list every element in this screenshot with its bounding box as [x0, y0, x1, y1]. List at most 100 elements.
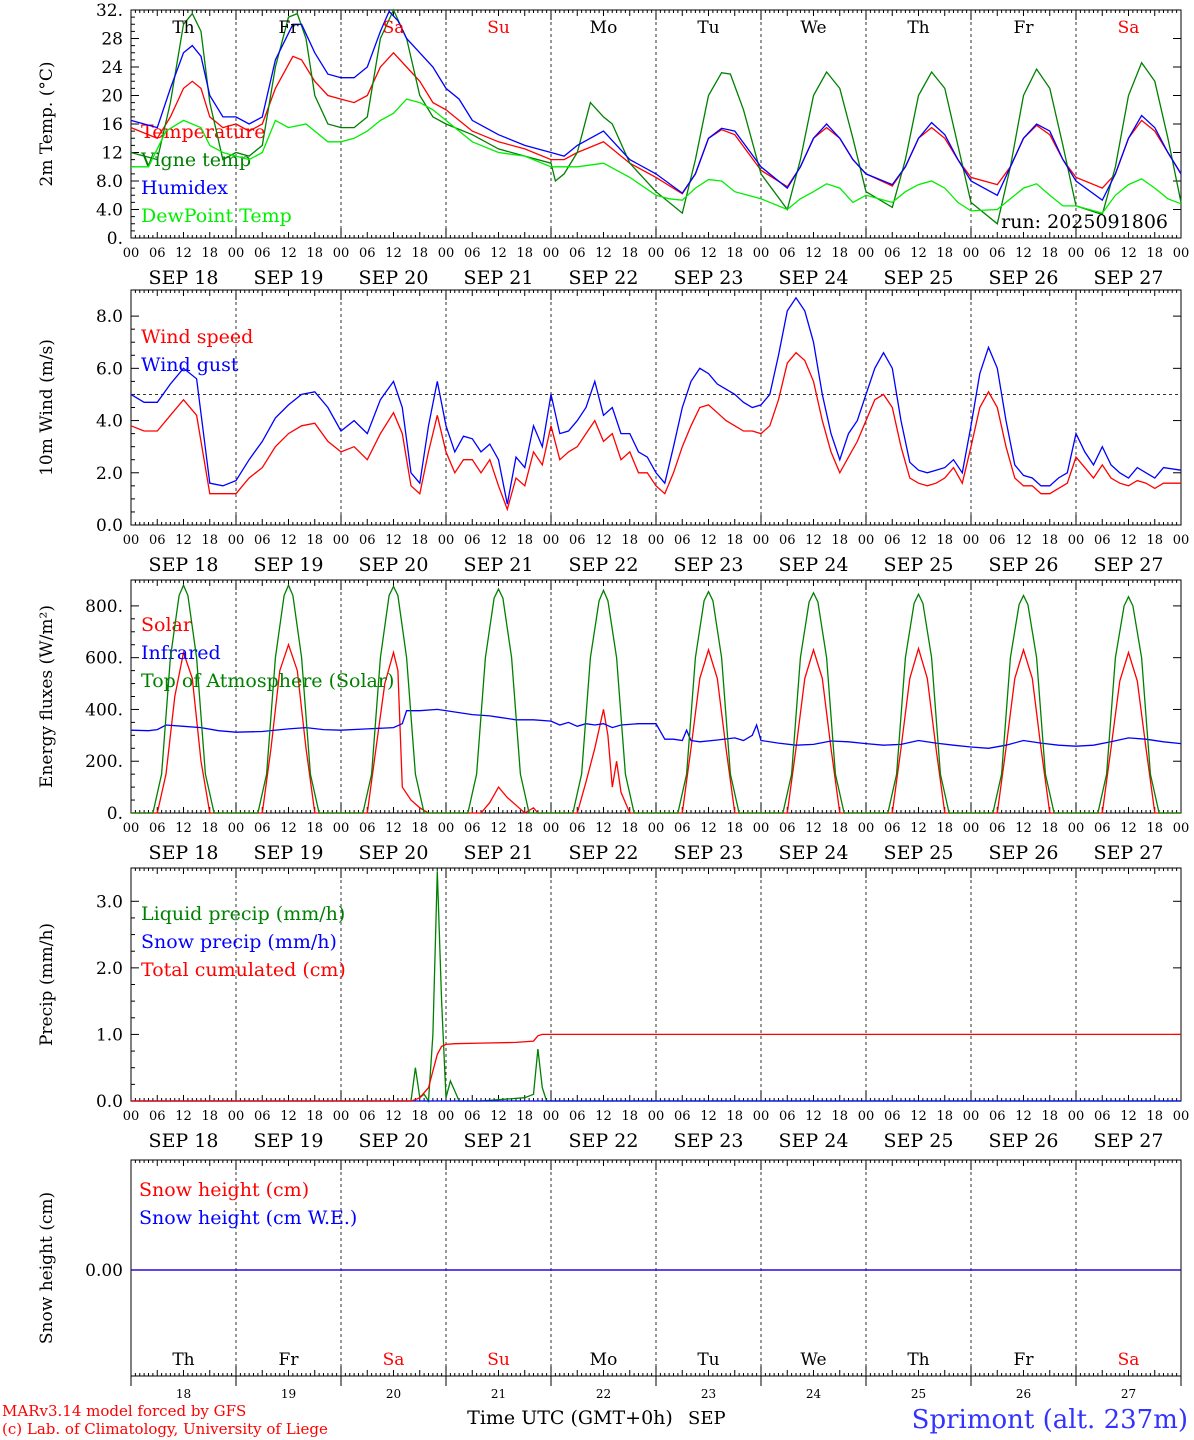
hour-tick-label: 12 — [280, 246, 297, 261]
hour-tick-label: 06 — [464, 1109, 481, 1124]
hour-tick-label: 18 — [411, 1109, 428, 1124]
hour-tick-label: 06 — [674, 246, 691, 261]
hour-tick-label: 06 — [1094, 533, 1111, 548]
date-label: SEP 18 — [149, 842, 219, 864]
y-tick-label: 2.0 — [96, 959, 123, 979]
hour-tick-label: 12 — [385, 246, 402, 261]
hour-tick-label: 18 — [1146, 246, 1163, 261]
panel-2: 0.0 2.0 4.0 6.0 8.0 10m Wind (m/s) Wind speed W… — [37, 289, 1189, 576]
date-label: SEP 18 — [149, 554, 219, 576]
date-label: SEP 19 — [254, 554, 324, 576]
hour-tick-label: 12 — [490, 1109, 507, 1124]
y-axis-label: Energy fluxes (W/m²) — [37, 605, 57, 788]
date-label: SEP 23 — [674, 842, 744, 864]
hour-tick-label: 18 — [516, 1109, 533, 1124]
day-number-label: 22 — [596, 1387, 611, 1401]
legend-entry: Top of Atmosphere (Solar) — [141, 670, 394, 692]
hour-tick-label: 06 — [254, 1109, 271, 1124]
hour-tick-label: 00 — [543, 246, 560, 261]
day-name-bottom: Fr — [279, 1350, 300, 1370]
hour-tick-label: 00 — [963, 246, 980, 261]
hour-tick-label: 12 — [1015, 246, 1032, 261]
hour-tick-label: 18 — [1041, 533, 1058, 548]
hour-tick-label: 12 — [1015, 533, 1032, 548]
hour-tick-label: 00 — [123, 1109, 140, 1124]
series-line-2 — [130, 296, 1182, 505]
day-number-label: 27 — [1121, 1387, 1136, 1401]
hour-tick-label: 18 — [831, 533, 848, 548]
series-line-1 — [131, 642, 1181, 814]
hour-tick-label: 06 — [884, 533, 901, 548]
hour-tick-label: 00 — [123, 533, 140, 548]
hour-tick-label: 12 — [805, 1109, 822, 1124]
day-number-label: 25 — [911, 1387, 926, 1401]
hour-tick-label: 00 — [753, 1109, 770, 1124]
hour-tick-label: 18 — [621, 821, 638, 836]
hour-tick-label: 00 — [1068, 821, 1085, 836]
hour-tick-label: 18 — [306, 246, 323, 261]
y-tick-label: 6.0 — [96, 359, 123, 379]
hour-tick-label: 18 — [726, 246, 743, 261]
hour-tick-label: 12 — [490, 821, 507, 836]
series-line-1 — [130, 351, 1181, 512]
hour-tick-label: 06 — [674, 1109, 691, 1124]
hour-tick-label: 06 — [989, 246, 1006, 261]
hour-tick-label: 00 — [543, 1109, 560, 1124]
hour-tick-label: 18 — [201, 246, 218, 261]
hour-tick-label: 00 — [858, 1109, 875, 1124]
day-name-top: Th — [172, 18, 194, 38]
hour-tick-label: 06 — [1094, 246, 1111, 261]
y-tick-label: 0.00 — [85, 1261, 123, 1281]
day-name-bottom: Sa — [383, 1350, 405, 1370]
date-label: SEP 22 — [569, 1130, 639, 1152]
hour-tick-label: 12 — [385, 533, 402, 548]
hour-tick-label: 06 — [989, 821, 1006, 836]
day-name-bottom: Sa — [1118, 1350, 1140, 1370]
legend-entry: Snow height (cm W.E.) — [139, 1207, 357, 1229]
hour-tick-label: 12 — [490, 246, 507, 261]
hour-tick-label: 18 — [936, 1109, 953, 1124]
hour-tick-label: 06 — [1094, 1109, 1111, 1124]
panel-3: 0. 200. 400. 600. 800. Energy fluxes (W/m²) So… — [37, 579, 1189, 864]
hour-tick-label: 06 — [674, 821, 691, 836]
hour-tick-label: 12 — [910, 533, 927, 548]
hour-tick-label: 00 — [228, 533, 245, 548]
hour-tick-label: 18 — [1146, 1109, 1163, 1124]
y-tick-label: 24 — [101, 58, 123, 78]
hour-tick-label: 00 — [648, 533, 665, 548]
hour-tick-label: 06 — [779, 821, 796, 836]
date-label: SEP 25 — [884, 842, 954, 864]
hour-tick-label: 18 — [516, 821, 533, 836]
legend-entry: DewPoint Temp — [141, 205, 292, 227]
date-label: SEP 25 — [884, 267, 954, 289]
hour-tick-label: 18 — [621, 533, 638, 548]
hour-tick-label: 00 — [123, 246, 140, 261]
hour-tick-label: 00 — [228, 1109, 245, 1124]
series-line-3 — [131, 583, 1181, 814]
day-name-bottom: We — [800, 1350, 826, 1370]
hour-tick-label: 00 — [648, 1109, 665, 1124]
date-label: SEP 23 — [674, 1130, 744, 1152]
y-tick-label: 16 — [101, 115, 123, 135]
panel-5: 0.00 Snow height (cm) Snow height (cm) Snow… — [37, 1159, 1182, 1377]
hour-tick-label: 06 — [884, 821, 901, 836]
hour-tick-label: 06 — [569, 533, 586, 548]
day-number-label: 20 — [386, 1387, 401, 1401]
date-label: SEP 25 — [884, 554, 954, 576]
date-label: SEP 27 — [1094, 842, 1164, 864]
legend-entry: Liquid precip (mm/h) — [141, 903, 345, 925]
date-label: SEP 20 — [359, 554, 429, 576]
hour-tick-label: 18 — [936, 821, 953, 836]
hour-tick-label: 18 — [201, 533, 218, 548]
date-label: SEP 26 — [989, 554, 1059, 576]
hour-tick-label: 00 — [543, 821, 560, 836]
date-label: SEP 23 — [674, 554, 744, 576]
hour-tick-label: 18 — [726, 821, 743, 836]
hour-tick-label: 00 — [543, 533, 560, 548]
y-tick-label: 400. — [85, 700, 123, 720]
hour-tick-label: 06 — [569, 1109, 586, 1124]
hour-tick-label: 18 — [726, 1109, 743, 1124]
y-axis-label: 10m Wind (m/s) — [37, 339, 57, 476]
y-tick-label: 0. — [107, 804, 123, 824]
